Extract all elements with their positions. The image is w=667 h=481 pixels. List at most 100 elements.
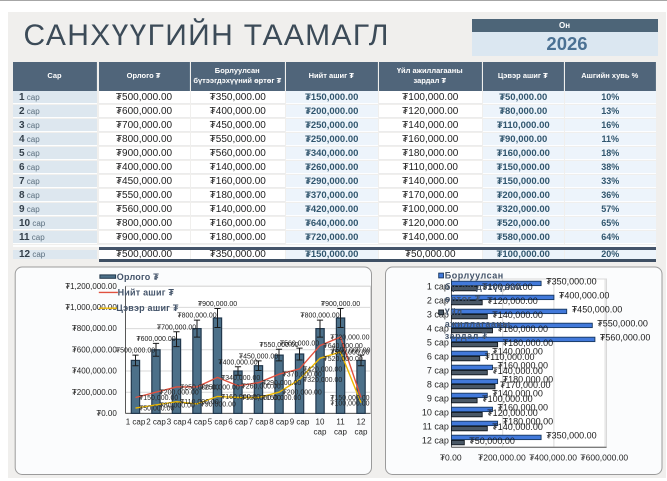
svg-text:₮450,000.00: ₮450,000.00	[572, 304, 623, 314]
svg-text:₮200,000.00: ₮200,000.00	[283, 390, 322, 397]
svg-text:₮420,000.00: ₮420,000.00	[303, 366, 342, 373]
svg-text:₮120,000.00: ₮120,000.00	[487, 408, 538, 418]
svg-text:₮200,000.00: ₮200,000.00	[72, 388, 117, 397]
svg-text:₮150,000.00: ₮150,000.00	[242, 395, 281, 402]
svg-text:₮320,000.00: ₮320,000.00	[303, 377, 342, 384]
svg-text:бүтээгдэхүүний: бүтээгдэхүүний	[445, 282, 522, 292]
svg-text:₮180,000.00: ₮180,000.00	[503, 338, 554, 348]
svg-text:₮350,000.00: ₮350,000.00	[546, 430, 597, 440]
svg-text:5 сар: 5 сар	[208, 418, 228, 427]
svg-text:₮900,000.00: ₮900,000.00	[321, 301, 360, 308]
svg-text:1 сар: 1 сар	[126, 418, 146, 427]
svg-text:сар: сар	[355, 428, 368, 437]
svg-text:₮720,000.00: ₮720,000.00	[330, 335, 369, 342]
svg-text:₮580,000.00: ₮580,000.00	[330, 349, 369, 356]
svg-text:8 сар: 8 сар	[427, 379, 449, 389]
svg-text:₮90,000.00: ₮90,000.00	[201, 401, 237, 408]
svg-text:₮50,000.00: ₮50,000.00	[469, 436, 515, 446]
svg-text:₮100,000.00: ₮100,000.00	[330, 400, 369, 407]
svg-text:9 сар: 9 сар	[427, 393, 449, 403]
svg-text:₮100,000.00: ₮100,000.00	[482, 394, 533, 404]
svg-text:10 сар: 10 сар	[422, 407, 449, 417]
svg-text:₮400,000.00: ₮400,000.00	[218, 359, 257, 366]
svg-text:12 сар: 12 сар	[422, 435, 449, 445]
svg-text:₮640,000.00: ₮640,000.00	[324, 343, 363, 350]
svg-text:₮250,000.00: ₮250,000.00	[201, 384, 240, 391]
svg-text:₮700,000.00: ₮700,000.00	[157, 324, 196, 331]
svg-text:₮600,000.00: ₮600,000.00	[136, 336, 175, 343]
svg-text:₮290,000.00: ₮290,000.00	[262, 380, 301, 387]
svg-text:₮140,000.00: ₮140,000.00	[492, 388, 543, 398]
svg-text:₮170,000.00: ₮170,000.00	[500, 380, 551, 390]
svg-text:₮0.00: ₮0.00	[96, 409, 117, 418]
svg-text:₮800,000.00: ₮800,000.00	[72, 324, 117, 333]
svg-text:өртөг ₮: өртөг ₮	[445, 294, 481, 304]
svg-text:4 сар: 4 сар	[427, 323, 449, 333]
svg-text:2 сар: 2 сар	[146, 418, 166, 427]
svg-text:₮370,000.00: ₮370,000.00	[283, 372, 322, 379]
svg-text:11 сар: 11 сар	[423, 421, 449, 431]
svg-text:₮150,000.00: ₮150,000.00	[330, 395, 369, 402]
svg-text:₮400,000.00: ₮400,000.00	[559, 290, 610, 300]
svg-text:ажиллагааны: ажиллагааны	[445, 319, 511, 329]
svg-text:Цэвэр ашиг ₮: Цэвэр ашиг ₮	[116, 303, 179, 313]
svg-text:₮1,200,000.00: ₮1,200,000.00	[65, 282, 117, 291]
svg-text:12: 12	[357, 418, 366, 427]
svg-text:₮600,000.00: ₮600,000.00	[72, 345, 117, 354]
svg-text:₮140,000.00: ₮140,000.00	[492, 422, 543, 432]
svg-text:Борлуулсан: Борлуулсан	[445, 270, 504, 280]
svg-text:4 сар: 4 сар	[187, 418, 207, 427]
svg-text:₮560,000.00: ₮560,000.00	[600, 332, 651, 342]
svg-text:7 сар: 7 сар	[427, 365, 449, 375]
svg-text:Орлого ₮: Орлого ₮	[117, 272, 159, 282]
svg-text:₮500,000.00: ₮500,000.00	[331, 348, 370, 355]
svg-text:₮250,000.00: ₮250,000.00	[180, 384, 219, 391]
svg-text:6 сар: 6 сар	[427, 351, 449, 361]
svg-text:₮200,000.00: ₮200,000.00	[160, 390, 199, 397]
svg-text:8 сар: 8 сар	[269, 418, 289, 427]
svg-text:₮160,000.00: ₮160,000.00	[498, 360, 549, 370]
svg-text:₮150,000.00: ₮150,000.00	[139, 395, 178, 402]
svg-text:₮600,000.00: ₮600,000.00	[580, 453, 628, 463]
svg-text:₮50,000.00: ₮50,000.00	[139, 406, 175, 413]
svg-text:₮140,000.00: ₮140,000.00	[492, 310, 543, 320]
svg-text:₮1,000,000.00: ₮1,000,000.00	[65, 303, 117, 312]
svg-text:5 сар: 5 сар	[427, 337, 449, 347]
svg-text:Нийт ашиг ₮: Нийт ашиг ₮	[118, 287, 175, 297]
svg-text:₮550,000.00: ₮550,000.00	[259, 342, 298, 349]
svg-text:₮0.00: ₮0.00	[440, 453, 462, 463]
svg-text:3 сар: 3 сар	[167, 418, 187, 427]
svg-text:₮180,000.00: ₮180,000.00	[503, 416, 554, 426]
svg-text:2 сар: 2 сар	[427, 295, 449, 305]
svg-text:₮500,000.00: ₮500,000.00	[116, 348, 155, 355]
svg-text:1 сар: 1 сар	[427, 281, 449, 291]
svg-text:сар: сар	[314, 428, 327, 437]
svg-text:₮550,000.00: ₮550,000.00	[597, 318, 648, 328]
svg-text:₮140,000.00: ₮140,000.00	[492, 366, 543, 376]
svg-text:₮900,000.00: ₮900,000.00	[198, 301, 237, 308]
svg-text:3 сар: 3 сар	[427, 309, 449, 319]
svg-text:₮520,000.00: ₮520,000.00	[324, 356, 363, 363]
svg-text:₮560,000.00: ₮560,000.00	[280, 341, 319, 348]
svg-text:₮160,000.00: ₮160,000.00	[221, 394, 260, 401]
svg-text:₮160,000.00: ₮160,000.00	[498, 402, 549, 412]
svg-text:₮100,000.00: ₮100,000.00	[482, 282, 533, 292]
svg-text:₮400,000.00: ₮400,000.00	[529, 453, 577, 463]
svg-text:₮400,000.00: ₮400,000.00	[72, 367, 117, 376]
svg-text:₮260,000.00: ₮260,000.00	[242, 383, 281, 390]
svg-text:₮110,000.00: ₮110,000.00	[485, 352, 535, 362]
svg-text:₮160,000.00: ₮160,000.00	[498, 324, 549, 334]
svg-text:₮120,000.00: ₮120,000.00	[487, 296, 538, 306]
svg-text:11: 11	[336, 418, 345, 427]
svg-text:₮80,000.00: ₮80,000.00	[160, 402, 196, 409]
svg-text:9 сар: 9 сар	[290, 418, 310, 427]
svg-text:₮450,000.00: ₮450,000.00	[239, 353, 278, 360]
svg-text:₮180,000.00: ₮180,000.00	[503, 374, 554, 384]
svg-text:₮150,000.00: ₮150,000.00	[262, 395, 301, 402]
svg-text:₮350,000.00: ₮350,000.00	[546, 276, 597, 286]
svg-text:10: 10	[316, 418, 325, 427]
svg-text:Үйл: Үйл	[445, 307, 463, 317]
svg-text:7 сар: 7 сар	[249, 418, 269, 427]
svg-text:₮340,000.00: ₮340,000.00	[221, 375, 260, 382]
svg-text:₮200,000.00: ₮200,000.00	[478, 453, 526, 463]
